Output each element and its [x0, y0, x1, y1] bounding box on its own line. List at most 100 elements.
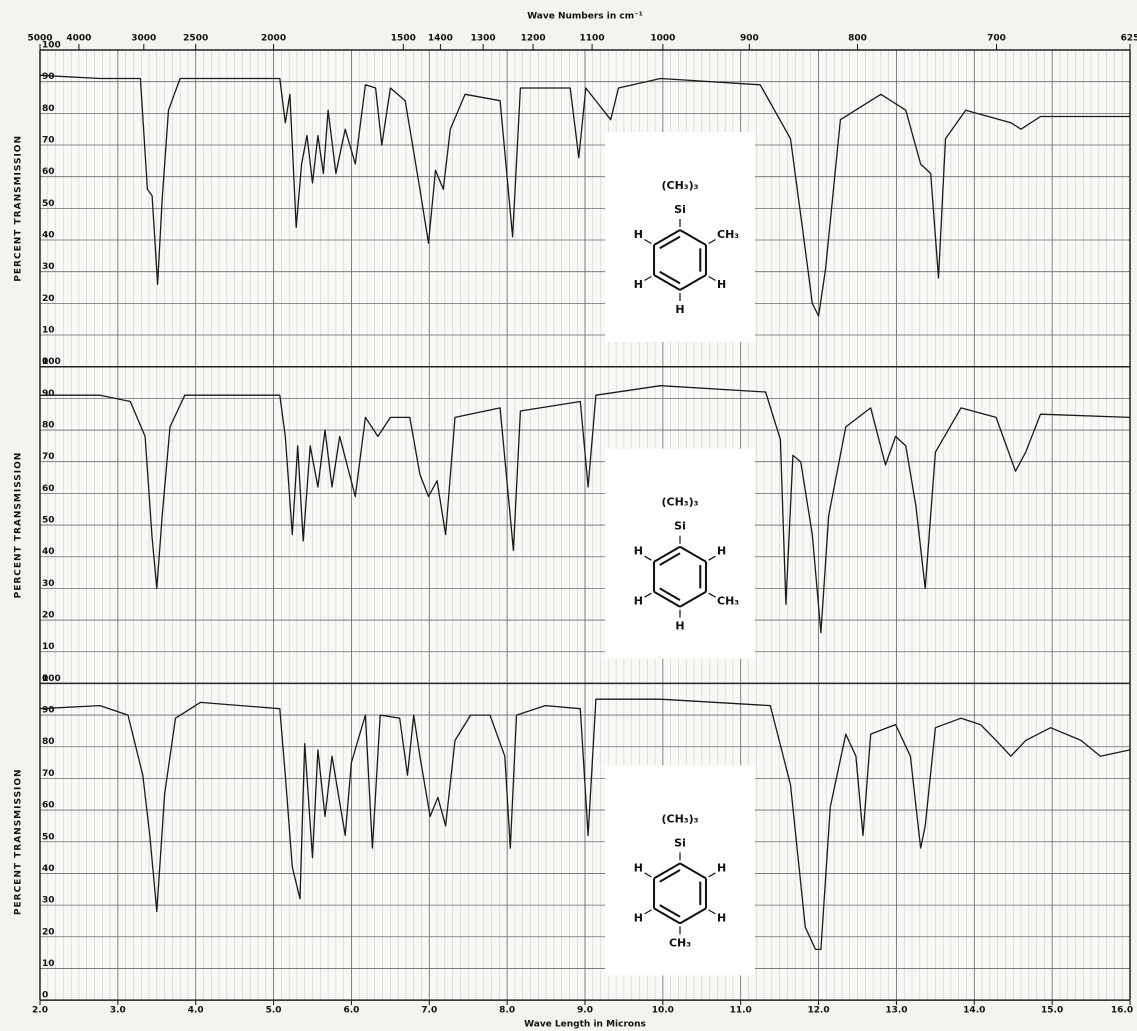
y-tick-label: 0	[42, 674, 48, 684]
ring-bond	[653, 229, 681, 246]
y-tick-label: 100	[42, 674, 61, 684]
x2-tick-label: 1200	[521, 34, 546, 44]
x2-tick-label: 625	[1121, 34, 1137, 44]
spectrum-line	[39, 74, 1130, 317]
x-tick-label: 6.0	[343, 1006, 359, 1016]
x-tick-label: 16.0	[1111, 1006, 1133, 1016]
ring-bond	[653, 545, 681, 563]
x-axis-label: Wave Length in Microns	[524, 1020, 646, 1030]
substituent-bond	[708, 275, 716, 282]
substituent-label: H	[675, 303, 684, 316]
x2-tick-label: 2000	[261, 34, 286, 44]
substituent-label: H	[634, 911, 643, 924]
x2-tick-label: 1100	[580, 34, 605, 44]
y-tick-label: 100	[42, 41, 61, 51]
y-tick-label: 50	[42, 516, 55, 526]
y-tick-label: 40	[42, 864, 55, 874]
x2-tick-label: 3000	[131, 34, 156, 44]
y-tick-label: 10	[42, 642, 55, 652]
y-tick-label: 0	[42, 357, 48, 367]
x2-tick-label: 900	[740, 34, 759, 44]
ring-bond	[653, 274, 681, 291]
substituent-label: Si	[674, 203, 686, 216]
substituent-label: H	[675, 620, 684, 633]
substituent-label: H	[717, 911, 726, 924]
y-tick-label: 40	[42, 231, 55, 241]
y-tick-label: 80	[42, 104, 55, 114]
ring-bond	[679, 229, 707, 246]
y-tick-label: 50	[42, 199, 55, 209]
substituent-label: Si	[674, 520, 686, 533]
x-tick-label: 4.0	[188, 1006, 204, 1016]
y-tick-label: 70	[42, 452, 55, 462]
x-tick-label: 5.0	[266, 1006, 282, 1016]
substituent-bond	[708, 909, 716, 915]
x2-tick-label: 1300	[471, 34, 496, 44]
y-tick-label: 20	[42, 611, 55, 621]
y-tick-label: 30	[42, 896, 55, 906]
y-tick-label: 100	[42, 357, 61, 367]
group-label: (CH₃)₃	[662, 179, 699, 192]
x-tick-label: 13.0	[885, 1006, 907, 1016]
y-tick-label: 30	[42, 579, 55, 589]
x-tick-label: 14.0	[963, 1006, 985, 1016]
y-axis-label: PERCENT TRANSMISSION	[14, 452, 24, 599]
substituent-bond	[644, 275, 652, 282]
x2-tick-label: 1400	[428, 34, 453, 44]
y-tick-label: 20	[42, 927, 55, 937]
y-tick-label: 40	[42, 547, 55, 557]
x2-tick-label: 1500	[391, 34, 416, 44]
ring-bond	[679, 274, 707, 291]
ring-double-bond	[659, 270, 681, 285]
y-tick-label: 0	[42, 991, 48, 1001]
y-tick-label: 50	[42, 832, 55, 842]
ring-bond	[653, 907, 681, 925]
x-tick-label: 12.0	[807, 1006, 829, 1016]
x2-tick-label: 700	[987, 34, 1006, 44]
x-tick-label: 15.0	[1041, 1006, 1063, 1016]
ring-bond	[679, 862, 707, 880]
x-tick-label: 11.0	[730, 1006, 752, 1016]
substituent-label: CH₃	[669, 936, 691, 949]
x-tick-label: 2.0	[32, 1006, 48, 1016]
y-tick-label: 90	[42, 72, 55, 82]
y-tick-label: 60	[42, 167, 55, 177]
x-tick-label: 9.0	[577, 1006, 593, 1016]
y-tick-label: 70	[42, 136, 55, 146]
substituent-bond	[644, 592, 652, 598]
y-tick-label: 90	[42, 706, 55, 716]
substituent-label: H	[717, 278, 726, 291]
substituent-label: CH₃	[717, 595, 739, 608]
substituent-bond	[644, 238, 652, 245]
x2-axis-label: Wave Numbers in cm⁻¹	[527, 12, 643, 22]
y-tick-label: 20	[42, 294, 55, 304]
structure: Si H H CH₃ H H (CH₃)₃	[605, 765, 755, 976]
substituent-label: H	[634, 861, 643, 874]
ring-double-bond	[659, 552, 681, 566]
y-axis-label: PERCENT TRANSMISSION	[14, 135, 24, 282]
y-tick-label: 80	[42, 421, 55, 431]
y-tick-label: 10	[42, 326, 55, 336]
substituent-bond	[708, 592, 716, 598]
y-tick-label: 60	[42, 801, 55, 811]
substituent-label: H	[634, 595, 643, 608]
group-label: (CH₃)₃	[662, 496, 699, 509]
x2-tick-label: 5000	[27, 34, 52, 44]
y-tick-label: 90	[42, 389, 55, 399]
structure: Si CH₃ H H H H (CH₃)₃	[605, 132, 755, 342]
x2-tick-label: 2500	[183, 34, 208, 44]
x-tick-label: 8.0	[499, 1006, 515, 1016]
x2-tick-label: 800	[848, 34, 867, 44]
substituent-label: H	[634, 545, 643, 558]
substituent-label: H	[634, 278, 643, 291]
x-tick-label: 10.0	[652, 1006, 674, 1016]
y-tick-label: 70	[42, 769, 55, 779]
ring-bond	[679, 907, 707, 925]
x2-tick-label: 4000	[66, 34, 91, 44]
spectrum-line	[39, 698, 1131, 951]
y-tick-label: 60	[42, 484, 55, 494]
substituent-label: H	[717, 861, 726, 874]
ring-double-bond	[659, 869, 681, 883]
